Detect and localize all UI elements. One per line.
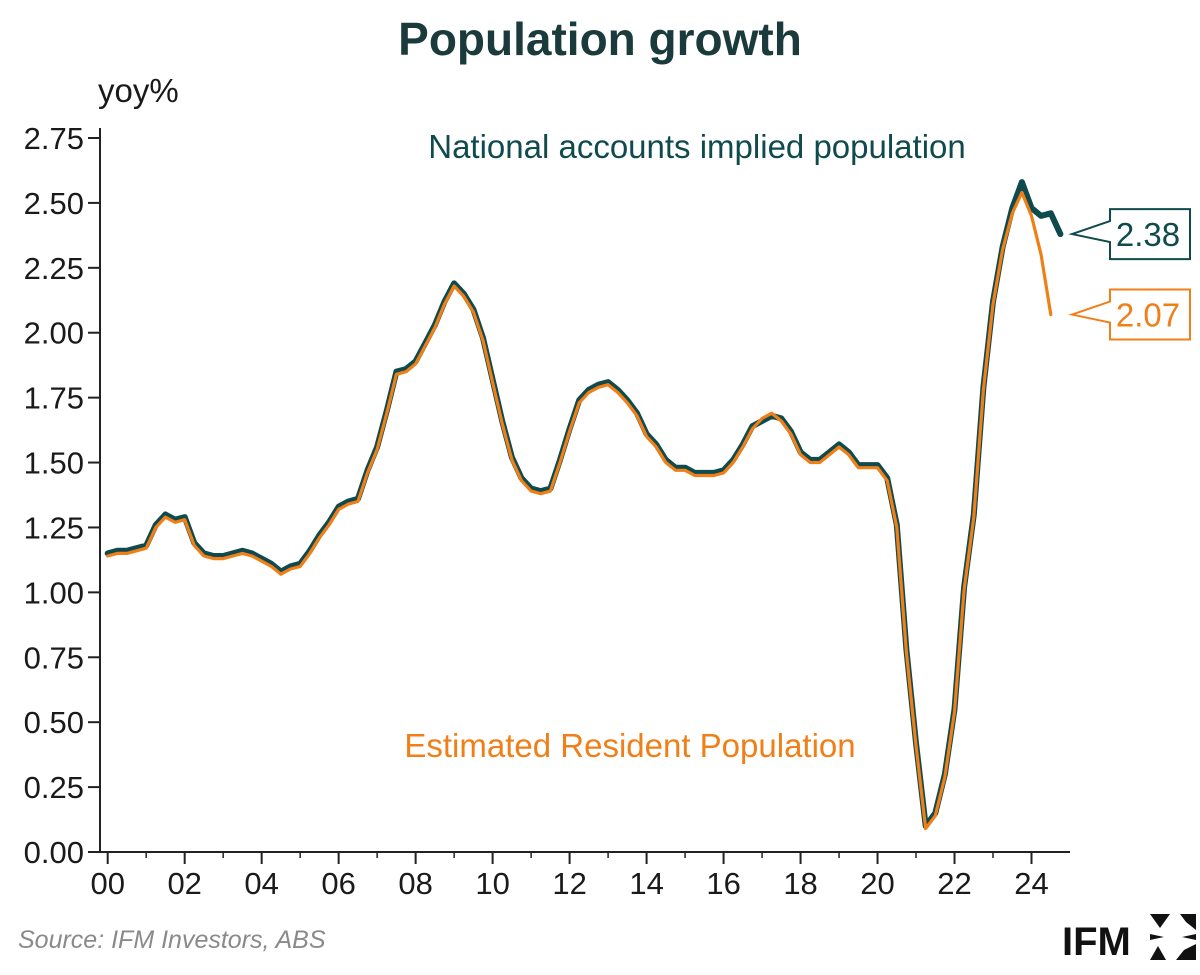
logo-mark-icon xyxy=(1150,914,1196,960)
y-tick-label: 0.00 xyxy=(24,835,84,870)
y-tick-label: 0.50 xyxy=(24,705,84,740)
callout-value: 2.38 xyxy=(1116,216,1180,253)
y-axis: 0.00 0.25 0.50 0.75 1.00 1.25 1.50 1.75 2.00 2.25… xyxy=(24,121,101,870)
y-tick-label: 2.75 xyxy=(24,121,84,156)
y-tick-label: 2.25 xyxy=(24,251,84,286)
ifm-logo: IFM xyxy=(1062,914,1196,964)
x-tick-label: 10 xyxy=(475,866,509,901)
end-value-callouts: 2.38 2.07 xyxy=(1068,208,1191,341)
x-axis: 00 02 04 06 08 10 12 14 16 18 20 22 24 xyxy=(90,851,1070,901)
source-note: Source: IFM Investors, ABS xyxy=(18,926,326,954)
callout-value: 2.07 xyxy=(1116,297,1180,334)
x-tick-label: 06 xyxy=(321,866,355,901)
x-tick-label: 16 xyxy=(706,866,740,901)
y-tick-label: 2.00 xyxy=(24,316,84,351)
x-tick-label: 24 xyxy=(1014,866,1048,901)
series-label-national-accounts: National accounts implied population xyxy=(428,128,966,165)
x-tick-label: 08 xyxy=(398,866,432,901)
logo-text: IFM xyxy=(1062,920,1131,964)
x-tick-label: 02 xyxy=(167,866,201,901)
x-tick-label: 04 xyxy=(244,866,278,901)
callout-national-accounts: 2.38 xyxy=(1068,208,1191,261)
y-tick-label: 1.00 xyxy=(24,575,84,610)
callout-box xyxy=(1068,288,1191,341)
y-tick-label: 2.50 xyxy=(24,186,84,221)
callout-box xyxy=(1068,208,1191,261)
x-tick-label: 14 xyxy=(629,866,663,901)
y-tick-label: 1.50 xyxy=(24,446,84,481)
x-tick-label: 00 xyxy=(90,866,124,901)
y-tick-label: 0.75 xyxy=(24,640,84,675)
y-tick-label: 1.25 xyxy=(24,510,84,545)
y-tick-label: 0.25 xyxy=(24,770,84,805)
chart-title: Population growth xyxy=(398,13,802,65)
callout-erp: 2.07 xyxy=(1068,288,1191,341)
series-layer xyxy=(104,179,1064,831)
y-axis-label: yoy% xyxy=(98,72,179,109)
x-tick-label: 12 xyxy=(552,866,586,901)
series-label-erp: Estimated Resident Population xyxy=(404,727,855,764)
x-tick-label: 22 xyxy=(937,866,971,901)
series-line-erp xyxy=(106,190,1053,831)
x-tick-label: 20 xyxy=(860,866,894,901)
y-tick-label: 1.75 xyxy=(24,381,84,416)
x-tick-label: 18 xyxy=(783,866,817,901)
